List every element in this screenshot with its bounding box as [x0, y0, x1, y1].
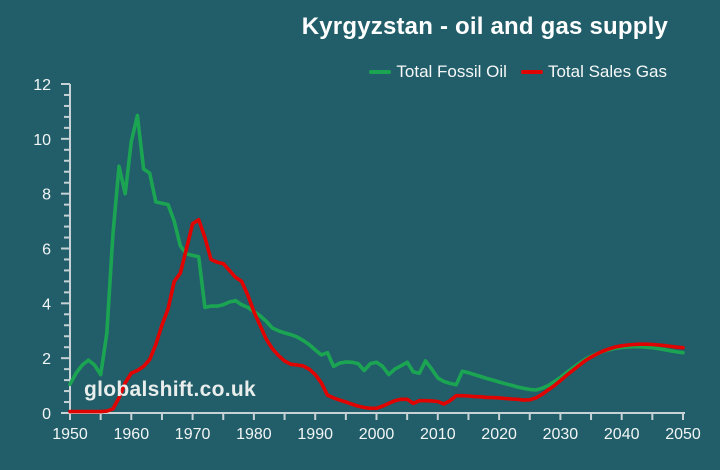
y-tick-label: 6 — [42, 242, 51, 259]
legend-label-oil: Total Fossil Oil — [396, 62, 507, 81]
x-tick-label: 1960 — [114, 426, 150, 443]
legend-label-gas: Total Sales Gas — [547, 62, 667, 81]
x-tick-label: 2020 — [481, 426, 517, 443]
x-tick-label: 2010 — [420, 426, 456, 443]
chart-legend: Total Fossil Oil Total Sales Gas — [369, 62, 667, 82]
x-tick-label: 2040 — [604, 426, 640, 443]
y-tick-label: 12 — [33, 77, 51, 94]
x-tick-label: 1990 — [297, 426, 333, 443]
x-tick-label: 2030 — [543, 426, 579, 443]
x-tick-label: 1950 — [52, 426, 88, 443]
y-tick-label: 2 — [42, 351, 51, 368]
y-tick-label: 8 — [42, 187, 51, 204]
y-tick-label: 10 — [33, 132, 51, 149]
legend-swatch-oil-icon — [369, 70, 392, 74]
x-tick-label: 1970 — [175, 426, 211, 443]
x-tick-label: 2000 — [359, 426, 395, 443]
chart-title: Kyrgyzstan - oil and gas supply — [301, 13, 668, 40]
legend-swatch-gas-icon — [520, 70, 543, 74]
watermark: globalshift.co.uk — [84, 378, 256, 401]
y-tick-label: 4 — [42, 296, 51, 313]
x-tick-label: 2050 — [665, 426, 701, 443]
series-line-gas — [68, 217, 685, 414]
series-line-oil — [68, 113, 685, 392]
y-tick-label: 0 — [42, 406, 51, 423]
x-tick-label: 1980 — [236, 426, 272, 443]
